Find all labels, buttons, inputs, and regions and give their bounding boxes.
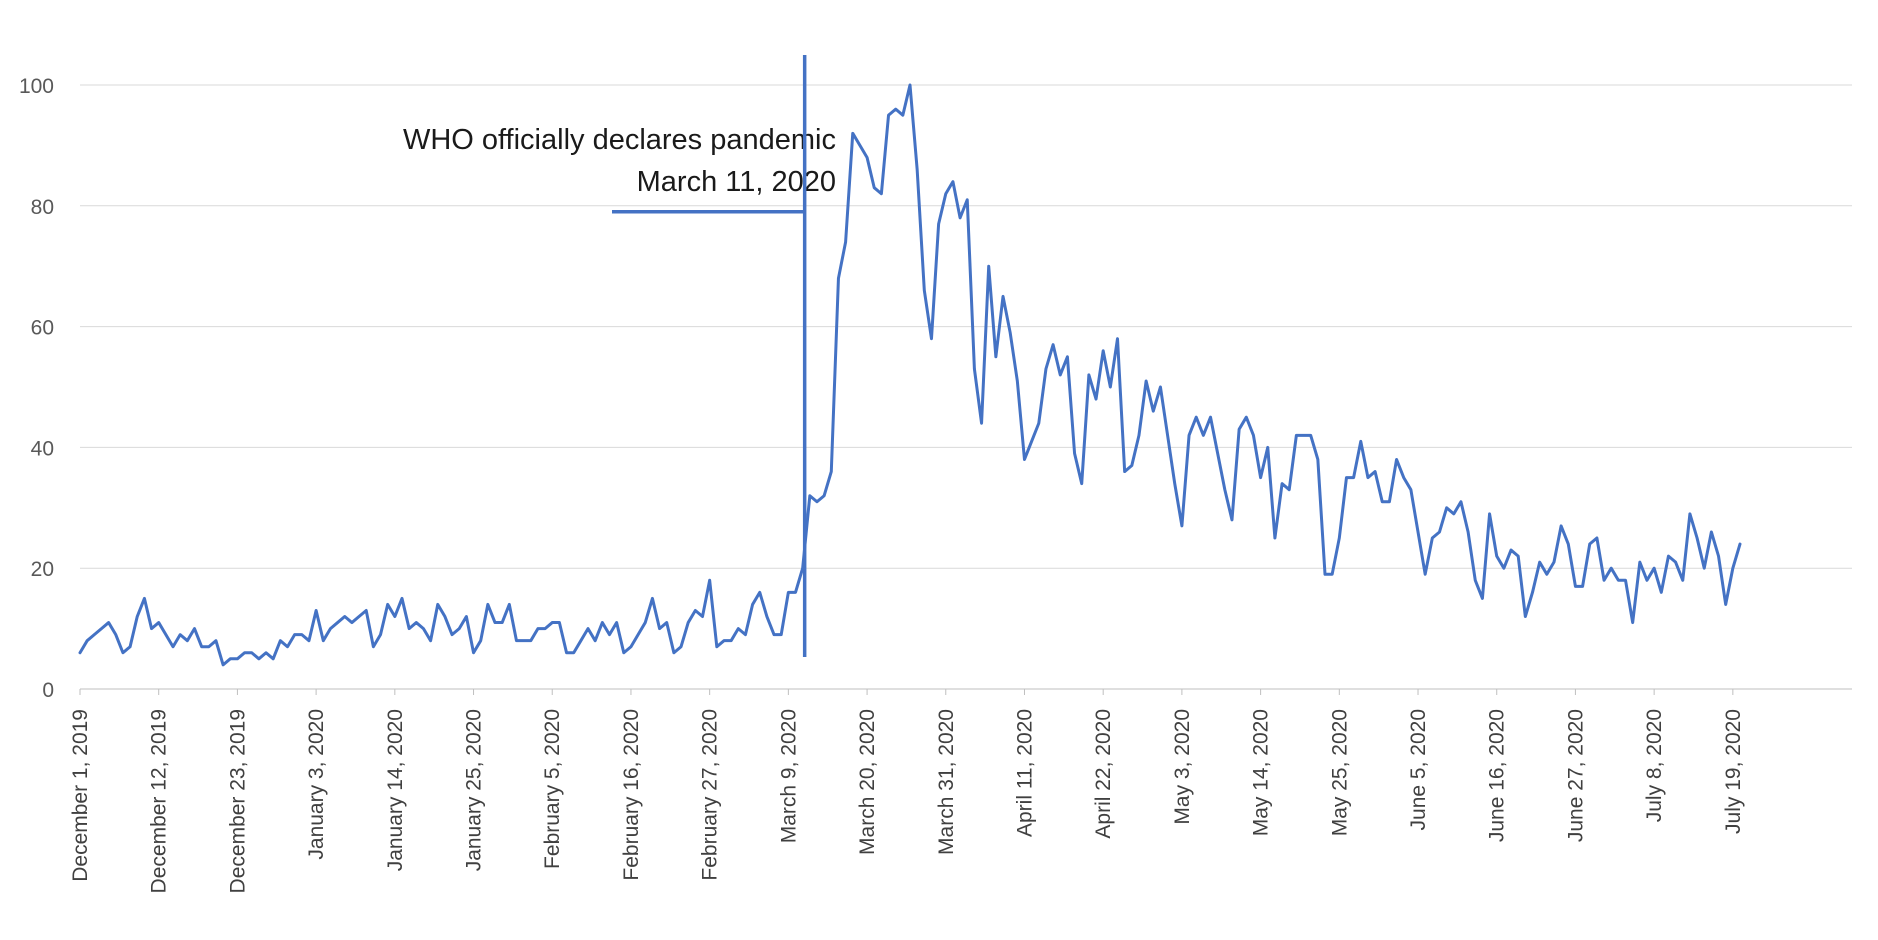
annotation-label-line1: WHO officially declares pandemic: [403, 124, 836, 156]
x-tick-label: May 25, 2020: [1328, 709, 1351, 836]
y-axis-tick-labels: 0 20 40 60 80 100: [19, 75, 54, 702]
y-tick-label: 0: [42, 679, 54, 702]
x-tick-label: April 22, 2020: [1092, 709, 1115, 839]
x-tick-label: March 9, 2020: [777, 709, 800, 843]
x-tick-label: February 5, 2020: [541, 709, 564, 869]
y-tick-label: 80: [31, 196, 54, 219]
x-tick-label: April 11, 2020: [1013, 709, 1036, 837]
x-tick-label: December 12, 2019: [148, 709, 171, 893]
x-tick-label: July 8, 2020: [1643, 709, 1666, 822]
gridlines: [80, 84, 1852, 569]
x-tick-label: January 25, 2020: [463, 709, 486, 871]
x-tick-label: February 16, 2020: [620, 709, 643, 881]
x-tick-label: March 20, 2020: [856, 709, 879, 855]
x-tick-label: May 3, 2020: [1171, 709, 1194, 825]
x-tick-label: June 27, 2020: [1564, 709, 1587, 842]
x-tick-label: December 23, 2019: [226, 709, 249, 893]
pandemic-annotation: WHO officially declares pandemic March 1…: [403, 124, 836, 214]
x-tick-label: January 3, 2020: [305, 709, 328, 860]
x-tick-label: June 16, 2020: [1486, 709, 1509, 842]
series-group: [78, 83, 1742, 667]
x-axis: [79, 688, 1852, 695]
x-tick-label: May 14, 2020: [1250, 709, 1273, 836]
x-tick-label: December 1, 2019: [69, 709, 92, 882]
annotation-label-line2: March 11, 2020: [637, 166, 836, 198]
x-tick-label: January 14, 2020: [384, 709, 407, 871]
x-tick-label: March 31, 2020: [935, 709, 958, 855]
x-tick-label: July 19, 2020: [1722, 709, 1745, 834]
x-tick-label: February 27, 2020: [699, 709, 722, 881]
series-line: [78, 83, 1742, 667]
x-tick-label: June 5, 2020: [1407, 709, 1430, 830]
y-tick-label: 60: [31, 317, 54, 340]
x-axis-tick-labels: December 1, 2019 December 12, 2019 Decembe…: [69, 709, 1745, 893]
y-tick-label: 40: [31, 437, 54, 460]
y-tick-label: 100: [19, 75, 54, 98]
y-tick-label: 20: [31, 558, 54, 581]
